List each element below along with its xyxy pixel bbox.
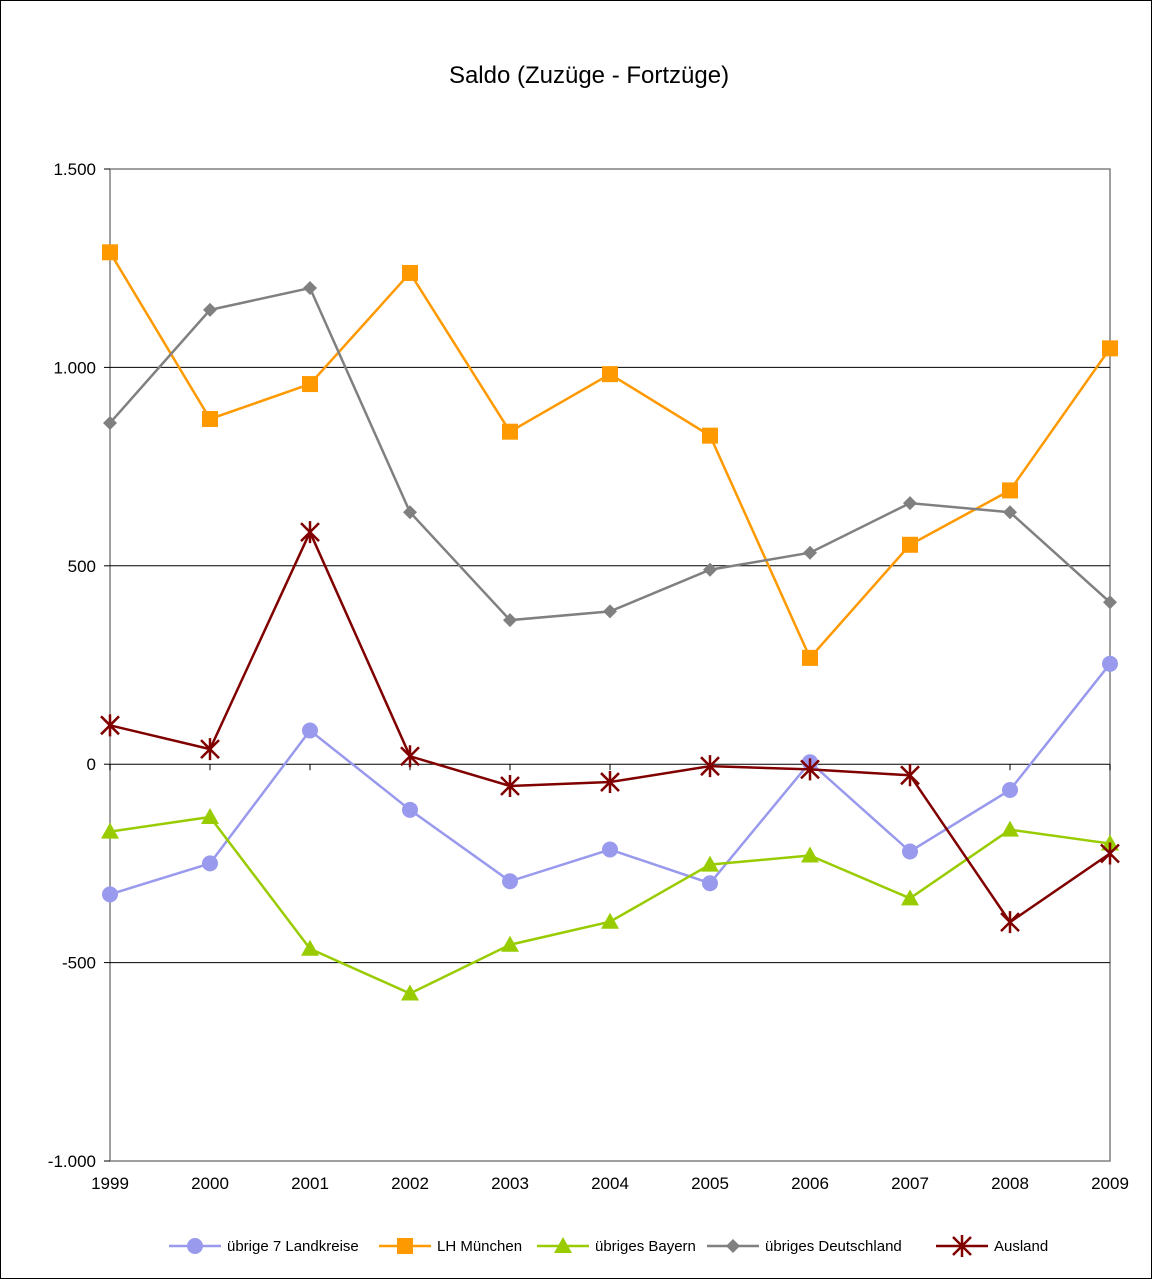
x-tick-label: 2005	[691, 1174, 729, 1193]
data-point-übriges-bayern	[801, 846, 819, 863]
data-point-lh-münchen	[702, 427, 718, 444]
legend-label: übriges Bayern	[595, 1238, 696, 1255]
data-point-übrige-7-landkreise	[602, 841, 618, 858]
legend-item-lh-münchen: LH München	[379, 1238, 522, 1255]
legend-label: übriges Deutschland	[765, 1238, 902, 1255]
legend-marker	[397, 1238, 413, 1254]
data-point-übriges-bayern	[401, 984, 419, 1001]
data-point-übriges-bayern	[901, 889, 919, 906]
x-tick-label: 2001	[291, 1174, 329, 1193]
data-point-übriges-deutschland	[503, 613, 517, 628]
series-line-übriges-deutschland	[109, 286, 1111, 622]
legend-label: Ausland	[994, 1238, 1048, 1255]
x-tick-label: 2006	[791, 1174, 829, 1193]
data-point-lh-münchen	[1102, 340, 1118, 357]
legend-label: LH München	[437, 1238, 522, 1255]
y-tick-label: 500	[68, 557, 96, 576]
data-point-übrige-7-landkreise	[902, 843, 918, 860]
data-point-übrige-7-landkreise	[702, 875, 718, 892]
data-point-lh-münchen	[802, 649, 818, 666]
legend-item-übriges-deutschland: übriges Deutschland	[707, 1238, 902, 1255]
data-point-ausland	[900, 764, 920, 787]
legend-marker	[187, 1238, 203, 1254]
x-tick-label: 2007	[891, 1174, 929, 1193]
data-point-übrige-7-landkreise	[1102, 655, 1118, 672]
data-point-lh-münchen	[502, 423, 518, 440]
data-point-ausland	[400, 745, 420, 768]
y-tick-label: 0	[87, 755, 96, 774]
x-tick-label: 2002	[391, 1174, 429, 1193]
data-point-übrige-7-landkreise	[202, 855, 218, 872]
data-point-ausland	[1000, 911, 1020, 934]
data-point-ausland	[500, 775, 520, 798]
x-tick-label: 2008	[991, 1174, 1029, 1193]
legend-item-übriges-bayern: übriges Bayern	[537, 1237, 696, 1255]
data-point-lh-münchen	[202, 410, 218, 427]
data-point-ausland	[700, 755, 720, 778]
data-point-lh-münchen	[302, 376, 318, 393]
data-point-lh-münchen	[602, 366, 618, 383]
data-point-übriges-deutschland	[703, 562, 717, 577]
data-point-ausland	[800, 758, 820, 781]
chart-title: Saldo (Zuzüge - Fortzüge)	[449, 62, 729, 89]
data-point-lh-münchen	[902, 536, 918, 553]
series-line-lh-münchen	[108, 251, 1112, 661]
data-point-lh-münchen	[402, 264, 418, 281]
x-tick-label: 2009	[1091, 1174, 1129, 1193]
data-point-übriges-deutschland	[903, 496, 917, 511]
data-point-ausland	[200, 738, 220, 761]
x-tick-label: 2003	[491, 1174, 529, 1193]
y-tick-label: 1.000	[53, 358, 96, 377]
data-point-übrige-7-landkreise	[402, 801, 418, 818]
data-point-ausland	[300, 521, 320, 544]
data-point-übriges-deutschland	[403, 505, 417, 520]
y-tick-label: -1.000	[48, 1152, 96, 1171]
data-point-übriges-deutschland	[603, 604, 617, 619]
data-point-übriges-bayern	[301, 939, 319, 956]
x-tick-label: 2000	[191, 1174, 229, 1193]
data-point-übriges-bayern	[1001, 820, 1019, 837]
x-tick-label: 1999	[91, 1174, 129, 1193]
plot-area-border	[109, 168, 1111, 1162]
legend-marker	[952, 1235, 972, 1257]
data-point-übrige-7-landkreise	[1002, 781, 1018, 798]
legend: übrige 7 Landkreise LH München übriges Bay…	[169, 1235, 1048, 1257]
data-point-übriges-deutschland	[1103, 595, 1117, 610]
data-point-übriges-bayern	[201, 807, 219, 824]
data-point-übriges-deutschland	[803, 545, 817, 560]
legend-label: übrige 7 Landkreise	[227, 1238, 359, 1255]
y-tick-label: -500	[62, 954, 96, 973]
legend-item-übrige-7-landkreise: übrige 7 Landkreise	[169, 1238, 359, 1255]
data-point-ausland	[600, 771, 620, 794]
data-point-übriges-deutschland	[103, 415, 117, 430]
data-point-übriges-deutschland	[203, 302, 217, 317]
data-point-übriges-bayern	[701, 855, 719, 872]
data-point-ausland	[1100, 842, 1120, 865]
data-point-lh-münchen	[1002, 482, 1018, 499]
y-tick-label: 1.500	[53, 160, 96, 179]
data-point-übriges-deutschland	[303, 281, 317, 296]
data-point-übrige-7-landkreise	[502, 873, 518, 890]
data-point-übriges-bayern	[101, 822, 119, 839]
legend-marker	[554, 1237, 572, 1253]
data-point-lh-münchen	[102, 244, 118, 261]
legend-marker	[726, 1239, 740, 1253]
data-point-übriges-bayern	[501, 935, 519, 952]
data-point-übrige-7-landkreise	[302, 722, 318, 739]
data-point-übriges-deutschland	[1003, 505, 1017, 520]
legend-item-ausland: Ausland	[936, 1235, 1048, 1257]
data-point-übrige-7-landkreise	[102, 886, 118, 903]
data-point-ausland	[100, 714, 120, 737]
data-point-übriges-bayern	[601, 912, 619, 929]
x-tick-label: 2004	[591, 1174, 629, 1193]
